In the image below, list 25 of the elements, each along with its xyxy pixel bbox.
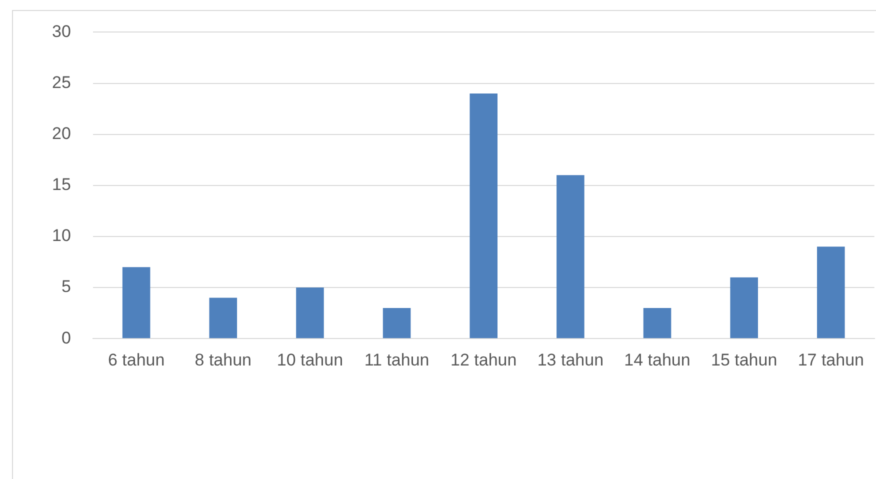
bar <box>209 298 238 338</box>
y-tick-label: 20 <box>52 124 71 144</box>
x-tick-label: 10 tahun <box>276 350 344 370</box>
x-tick-label: 12 tahun <box>450 350 517 370</box>
y-tick-label: 10 <box>52 226 71 246</box>
y-tick-label: 25 <box>52 72 71 92</box>
bar <box>730 277 758 338</box>
x-tick-label: 8 tahun <box>194 350 252 370</box>
y-tick-label: 0 <box>61 328 71 348</box>
x-tick-label: 17 tahun <box>798 350 864 370</box>
y-tick-label: 5 <box>61 277 71 296</box>
x-tick-label: 6 tahun <box>108 350 165 370</box>
bar <box>122 267 150 338</box>
bar <box>556 175 584 338</box>
y-tick-label: 15 <box>52 175 71 194</box>
x-tick-label: 15 tahun <box>710 350 778 370</box>
bar <box>296 288 324 338</box>
bar <box>382 308 411 338</box>
bar <box>643 308 672 338</box>
x-tick-label: 14 tahun <box>624 350 690 370</box>
x-tick-label: 11 tahun <box>364 350 430 370</box>
x-tick-label: 13 tahun <box>537 350 604 370</box>
bar <box>470 93 498 338</box>
bar <box>817 246 845 338</box>
y-tick-label: 30 <box>52 22 71 41</box>
